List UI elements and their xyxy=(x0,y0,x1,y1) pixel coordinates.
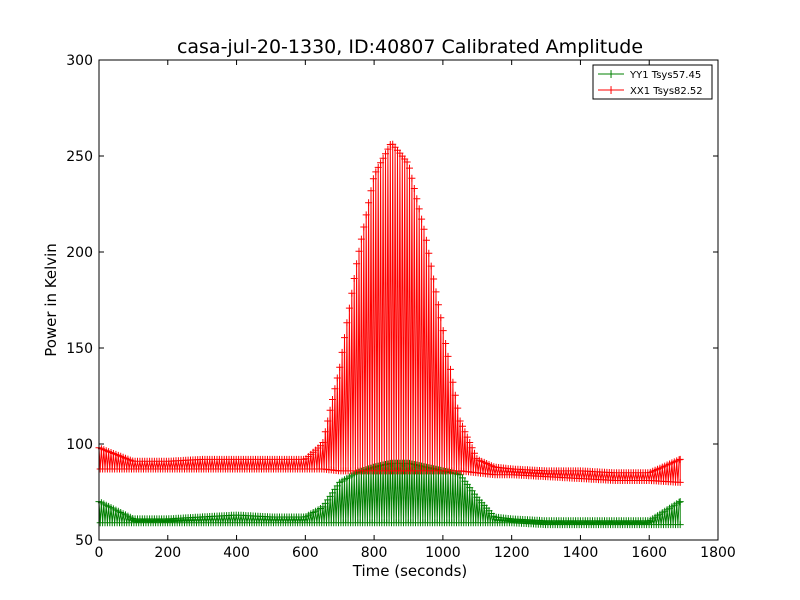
legend-box xyxy=(592,64,713,100)
legend-marker-yy1: + xyxy=(606,67,616,81)
x-tick-label: 800 xyxy=(361,545,388,561)
y-tick-label: 300 xyxy=(66,53,93,69)
series-layer xyxy=(95,140,684,529)
x-tick-label: 1200 xyxy=(494,545,530,561)
y-tick-label: 150 xyxy=(66,341,93,357)
legend-label-xx1: XX1 Tsys82.52 xyxy=(630,86,703,97)
y-tick-label: 250 xyxy=(66,149,93,165)
x-tick-label: 1000 xyxy=(425,545,461,561)
plot-frame xyxy=(98,59,719,541)
x-tick-label: 200 xyxy=(154,545,181,561)
x-tick-label: 1800 xyxy=(700,545,736,561)
y-tick-label: 50 xyxy=(75,533,93,549)
legend-marker-xx1: + xyxy=(606,83,616,97)
x-tick-label: 1400 xyxy=(563,545,599,561)
x-tick-label: 1600 xyxy=(631,545,667,561)
chart-title: casa-jul-20-1330, ID:40807 Calibrated Am… xyxy=(177,36,643,58)
x-tick-label: 400 xyxy=(223,545,250,561)
x-tick-label: 600 xyxy=(292,545,319,561)
ticks-layer: 0 200 400 600 800 1000 1200 1400 1600 1800 50 100 15… xyxy=(66,53,736,561)
y-tick-label: 200 xyxy=(66,245,93,261)
x-axis-label: Time (seconds) xyxy=(352,562,468,580)
legend: + YY1 Tsys57.45 + XX1 Tsys82.52 xyxy=(592,64,713,100)
x-tick-label: 0 xyxy=(95,545,104,561)
y-tick-label: 100 xyxy=(66,437,93,453)
series-line xyxy=(98,144,681,483)
series-xx1 xyxy=(95,140,684,486)
legend-label-yy1: YY1 Tsys57.45 xyxy=(629,70,701,81)
y-axis-label: Power in Kelvin xyxy=(42,243,60,357)
